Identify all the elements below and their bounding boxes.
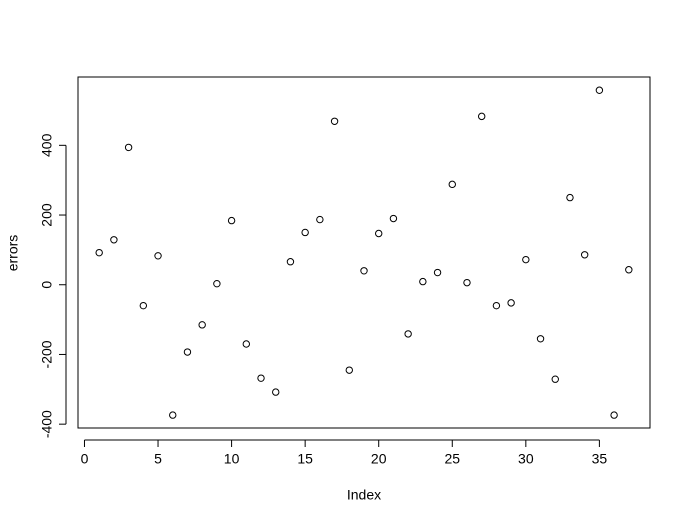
point <box>566 193 574 202</box>
point <box>463 278 471 287</box>
point <box>316 215 324 224</box>
point <box>124 143 133 152</box>
point <box>536 335 545 343</box>
point <box>198 321 206 329</box>
point <box>330 117 339 125</box>
point <box>625 266 633 274</box>
point <box>492 301 501 310</box>
point <box>522 255 530 264</box>
x-tick-label: 0 <box>81 451 89 467</box>
point <box>360 267 368 275</box>
y-tick-label: 0 <box>39 281 55 289</box>
point <box>272 388 280 396</box>
y-tick-label: -200 <box>39 340 55 368</box>
point <box>213 279 221 288</box>
point <box>375 229 383 238</box>
point <box>580 251 589 259</box>
point <box>448 180 456 189</box>
point <box>301 228 309 237</box>
y-tick-label: 200 <box>39 203 55 227</box>
x-axis-title: Index <box>347 487 381 503</box>
x-tick-label: 10 <box>224 451 240 467</box>
point <box>110 236 118 244</box>
point <box>242 340 251 348</box>
point <box>95 248 103 257</box>
y-tick-label: 400 <box>39 133 55 157</box>
x-tick-label: 5 <box>154 451 162 467</box>
point <box>286 258 295 266</box>
x-tick-label: 25 <box>444 451 460 467</box>
point <box>389 214 398 223</box>
point <box>154 252 162 260</box>
x-tick-label: 15 <box>297 451 313 467</box>
point <box>477 112 486 121</box>
point <box>419 277 427 286</box>
x-tick-label: 20 <box>371 451 387 467</box>
plot-box <box>77 76 651 429</box>
point <box>183 348 192 356</box>
point <box>139 301 148 310</box>
point <box>404 330 412 338</box>
point <box>507 299 515 307</box>
point <box>433 268 442 277</box>
x-tick-label: 30 <box>518 451 534 467</box>
point <box>551 375 559 383</box>
point <box>345 366 353 374</box>
point <box>595 86 604 94</box>
point <box>257 374 265 382</box>
point <box>169 411 177 419</box>
y-tick-label: -400 <box>39 410 55 438</box>
x-tick-label: 35 <box>592 451 608 467</box>
point <box>227 216 236 225</box>
y-axis-title: errors <box>5 235 21 272</box>
point <box>610 411 618 419</box>
